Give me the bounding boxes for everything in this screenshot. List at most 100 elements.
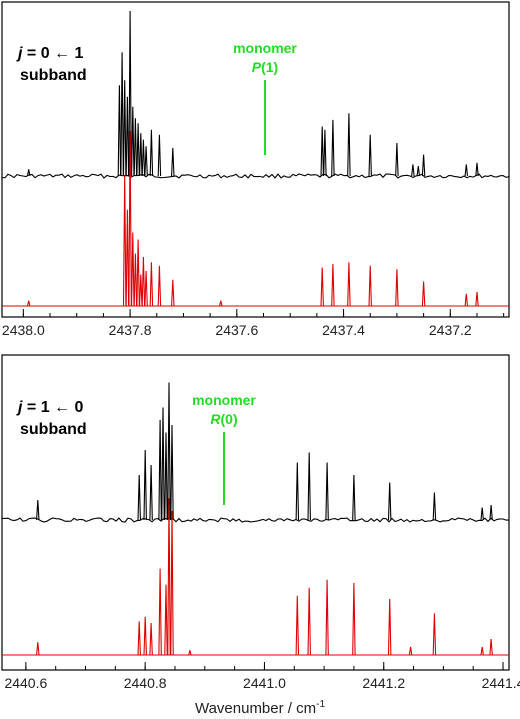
x-tick-label: 2437.8 xyxy=(109,322,152,338)
panel-bottom-band-label: j = 1 ← 0 xyxy=(16,399,83,416)
spectral-peak xyxy=(475,162,479,177)
x-tick-label: 2437.4 xyxy=(322,322,365,338)
spectral-peak xyxy=(475,291,479,307)
spectral-peak xyxy=(26,300,31,307)
spectral-peak xyxy=(171,147,175,177)
spectral-peak xyxy=(136,123,140,177)
spectral-peak xyxy=(133,118,138,177)
spectral-peak xyxy=(137,621,141,656)
x-tick-label: 2440.6 xyxy=(4,675,47,691)
spectral-peak xyxy=(352,582,356,656)
panel-top-x-ticks: 2438.0 2437.8 2437.6 2437.4 2437.2 xyxy=(2,309,505,338)
spectral-peak xyxy=(122,174,127,307)
spectral-peak xyxy=(395,142,399,177)
spectral-peak xyxy=(320,267,324,307)
spectral-peak xyxy=(117,85,122,177)
trace-baseline xyxy=(1,517,509,523)
spectral-peak xyxy=(36,642,40,656)
spectral-peak xyxy=(131,232,135,307)
spectral-peak xyxy=(368,134,372,177)
x-tick-label: 2441.2 xyxy=(362,675,405,691)
spectral-peak xyxy=(416,166,421,177)
spectral-peak xyxy=(149,464,153,521)
panel-top-band-sub: subband xyxy=(20,67,87,84)
spectral-peak xyxy=(489,504,493,521)
spectral-peak xyxy=(432,613,437,656)
x-tick-label: 2441.0 xyxy=(243,675,286,691)
spectral-peak xyxy=(387,598,392,656)
spectral-peak xyxy=(149,622,153,656)
panel-top-monomer-label: monomer xyxy=(233,40,297,56)
spectral-peak xyxy=(347,113,351,177)
spectral-peak xyxy=(331,119,335,177)
panel-top-monomer-line: P(1) xyxy=(252,59,278,75)
spectral-peak xyxy=(307,452,311,521)
spectral-peak xyxy=(167,382,171,521)
panel-bottom: j = 1 ← 0 subband monomer R(0) 2440.6 244… xyxy=(1,354,520,691)
spectral-peak xyxy=(188,650,192,656)
x-tick-label: 2441.4 xyxy=(482,675,520,691)
spectral-peak xyxy=(120,52,124,177)
spectral-peak xyxy=(421,154,426,177)
spectral-peak xyxy=(421,281,426,307)
spectral-peak xyxy=(36,499,40,521)
spectral-peak xyxy=(164,432,168,521)
spectral-peak xyxy=(489,638,493,656)
spectral-peak xyxy=(295,462,300,521)
spectral-peak xyxy=(408,646,413,656)
spectral-peak xyxy=(323,129,327,177)
panel-top: j = 0 ← 1 subband monomer P(1) 2438.0 243… xyxy=(1,1,510,338)
spectral-peak xyxy=(158,568,162,656)
spectral-peak xyxy=(480,646,484,656)
spectral-peak xyxy=(352,474,356,521)
spectral-peak xyxy=(325,579,329,656)
spectral-peak xyxy=(167,498,171,656)
panel-top-frame xyxy=(1,1,510,318)
spectral-peak xyxy=(141,256,146,307)
spectral-peak xyxy=(157,265,162,307)
spectral-peak xyxy=(325,462,329,521)
spectral-peak xyxy=(170,510,174,656)
spectral-peak xyxy=(464,164,469,177)
x-tick-label: 2438.0 xyxy=(2,322,45,338)
panel-bottom-monomer-line: R(0) xyxy=(210,411,237,427)
spectral-peak xyxy=(133,253,138,307)
spectral-peak xyxy=(131,106,135,177)
spectral-peak xyxy=(125,96,130,177)
spectral-peak xyxy=(464,293,469,307)
spectral-peak xyxy=(137,474,141,521)
spectral-peak xyxy=(125,209,130,307)
panel-bottom-x-ticks: 2440.6 2440.8 2441.0 2441.2 2441.4 xyxy=(4,662,520,691)
spectral-peak xyxy=(128,10,132,177)
spectral-peak xyxy=(164,584,168,656)
panel-top-band-label: j = 0 ← 1 xyxy=(16,45,83,62)
x-tick-label: 2437.2 xyxy=(429,322,472,338)
panel-top-experimental-trace xyxy=(1,10,510,179)
spectral-peak xyxy=(149,262,154,307)
spectral-peak xyxy=(320,126,324,177)
spectral-peak xyxy=(480,507,484,521)
x-axis-label: Wavenumber / cm-1 xyxy=(195,699,325,717)
spectral-peak xyxy=(128,130,132,307)
trace-baseline xyxy=(1,173,510,179)
spectral-peak xyxy=(144,270,148,307)
spectral-peak xyxy=(149,129,154,177)
spectral-peak xyxy=(139,274,143,307)
panel-bottom-experimental-trace xyxy=(1,382,509,523)
panel-bottom-simulated-trace xyxy=(2,498,509,656)
spectral-peak xyxy=(158,419,162,521)
spectral-peak xyxy=(122,80,127,177)
spectral-peak xyxy=(411,164,415,177)
spectral-peak xyxy=(219,300,223,307)
spectral-peak xyxy=(143,616,147,656)
panel-bottom-band-sub: subband xyxy=(20,421,87,438)
spectral-peak xyxy=(347,262,351,307)
panel-bottom-monomer-label: monomer xyxy=(192,392,256,408)
spectral-peak xyxy=(139,133,143,177)
panel-top-simulated-trace xyxy=(2,130,509,307)
spectral-peak xyxy=(143,449,147,521)
panel-bottom-frame xyxy=(1,354,510,671)
spectral-peak xyxy=(171,279,175,307)
spectral-peak xyxy=(26,169,31,177)
